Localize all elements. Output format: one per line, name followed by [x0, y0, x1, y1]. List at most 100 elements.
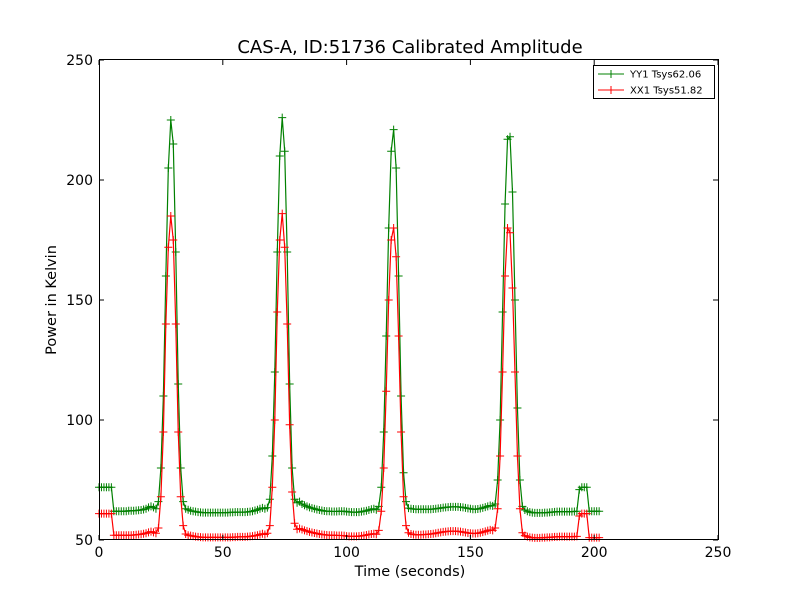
data-point-marker — [275, 152, 284, 160]
data-point-marker — [164, 243, 173, 252]
data-point-marker — [161, 272, 170, 280]
data-point-marker — [169, 236, 178, 244]
data-point-marker — [397, 392, 406, 400]
data-point-marker — [154, 524, 163, 532]
data-point-marker — [270, 368, 279, 376]
data-point-marker — [166, 212, 175, 220]
legend-marker-xx1 — [607, 86, 615, 94]
data-point-marker — [280, 243, 289, 252]
legend-label-yy1: YY1 Tsys62.06 — [629, 70, 701, 81]
data-point-marker — [595, 533, 604, 542]
legend: YY1 Tsys62.06 XX1 Tsys51.82 — [593, 65, 715, 99]
data-point-marker — [394, 272, 403, 280]
data-point-marker — [493, 476, 502, 484]
y-tick-label: 50 — [75, 533, 93, 549]
data-point-marker — [510, 368, 519, 376]
data-point-marker — [283, 320, 292, 328]
data-point-marker — [278, 209, 287, 218]
data-point-marker — [268, 483, 277, 492]
data-point-marker — [506, 228, 515, 237]
data-point-marker — [280, 147, 289, 156]
data-point-marker — [582, 483, 591, 492]
data-point-marker — [156, 464, 165, 472]
data-point-marker — [496, 416, 505, 424]
data-point-marker — [374, 526, 383, 535]
data-point-marker — [290, 519, 299, 528]
data-point-marker — [265, 521, 274, 530]
data-point-marker — [288, 464, 297, 472]
data-point-marker — [377, 507, 386, 516]
data-point-marker — [508, 284, 517, 292]
data-point-marker — [387, 236, 396, 244]
legend-marker-yy1 — [607, 70, 615, 78]
data-point-marker — [176, 464, 185, 472]
data-point-marker — [402, 497, 411, 506]
data-point-marker — [399, 492, 408, 501]
data-point-marker — [169, 140, 178, 148]
series-1 — [95, 209, 604, 542]
data-point-marker — [384, 296, 393, 304]
y-tick-label: 200 — [66, 173, 93, 189]
x-tick-label: 100 — [333, 545, 360, 561]
x-tick-label: 50 — [214, 545, 232, 561]
data-point-marker — [377, 483, 386, 492]
x-tick-label: 250 — [705, 545, 732, 561]
data-point-marker — [382, 387, 391, 396]
data-point-marker — [389, 125, 398, 134]
data-point-marker — [503, 224, 512, 232]
data-point-marker — [265, 495, 274, 504]
data-point-marker — [275, 236, 284, 244]
series-0 — [95, 113, 604, 517]
chart-title: CAS-A, ID:51736 Calibrated Amplitude — [237, 37, 582, 58]
data-point-marker — [595, 507, 604, 516]
data-point-marker — [156, 492, 165, 501]
x-axis-title: Time (seconds) — [354, 564, 466, 580]
data-point-marker — [392, 252, 401, 261]
data-point-marker — [159, 428, 168, 436]
data-point-marker — [171, 320, 180, 328]
data-point-marker — [493, 504, 502, 513]
data-point-marker — [387, 147, 396, 156]
data-point-marker — [513, 452, 522, 460]
data-point-marker — [151, 504, 160, 513]
y-axis-title: Power in Kelvin — [44, 245, 60, 355]
y-tick-label: 250 — [66, 53, 93, 69]
data-point-marker — [159, 392, 168, 400]
series-layer — [95, 113, 604, 542]
data-point-marker — [572, 507, 581, 516]
data-point-marker — [506, 132, 515, 141]
data-point-marker — [263, 503, 272, 512]
data-point-marker — [278, 113, 287, 122]
data-point-marker — [501, 200, 510, 208]
data-point-marker — [496, 452, 505, 460]
x-tick-label: 200 — [581, 545, 608, 561]
data-point-marker — [498, 368, 507, 376]
data-point-marker — [166, 116, 175, 124]
data-point-marker — [394, 332, 403, 340]
data-point-marker — [402, 521, 411, 530]
data-point-marker — [389, 224, 398, 232]
data-point-marker — [582, 509, 591, 518]
data-point-marker — [273, 308, 282, 316]
data-point-marker — [176, 492, 185, 501]
data-point-marker — [397, 428, 406, 436]
data-point-marker — [501, 272, 510, 280]
data-point-marker — [179, 521, 188, 530]
x-tick-label: 0 — [95, 545, 104, 561]
data-point-marker — [379, 428, 388, 436]
data-point-marker — [392, 164, 401, 172]
data-point-marker — [151, 529, 160, 538]
data-point-marker — [288, 488, 297, 496]
data-point-marker — [107, 509, 116, 518]
y-tick-label: 100 — [66, 413, 93, 429]
data-point-marker — [508, 188, 517, 196]
data-point-marker — [285, 380, 294, 388]
data-point-marker — [379, 464, 388, 472]
data-point-marker — [174, 428, 183, 436]
data-point-marker — [515, 476, 524, 484]
data-point-marker — [513, 404, 522, 412]
data-point-marker — [161, 320, 170, 328]
